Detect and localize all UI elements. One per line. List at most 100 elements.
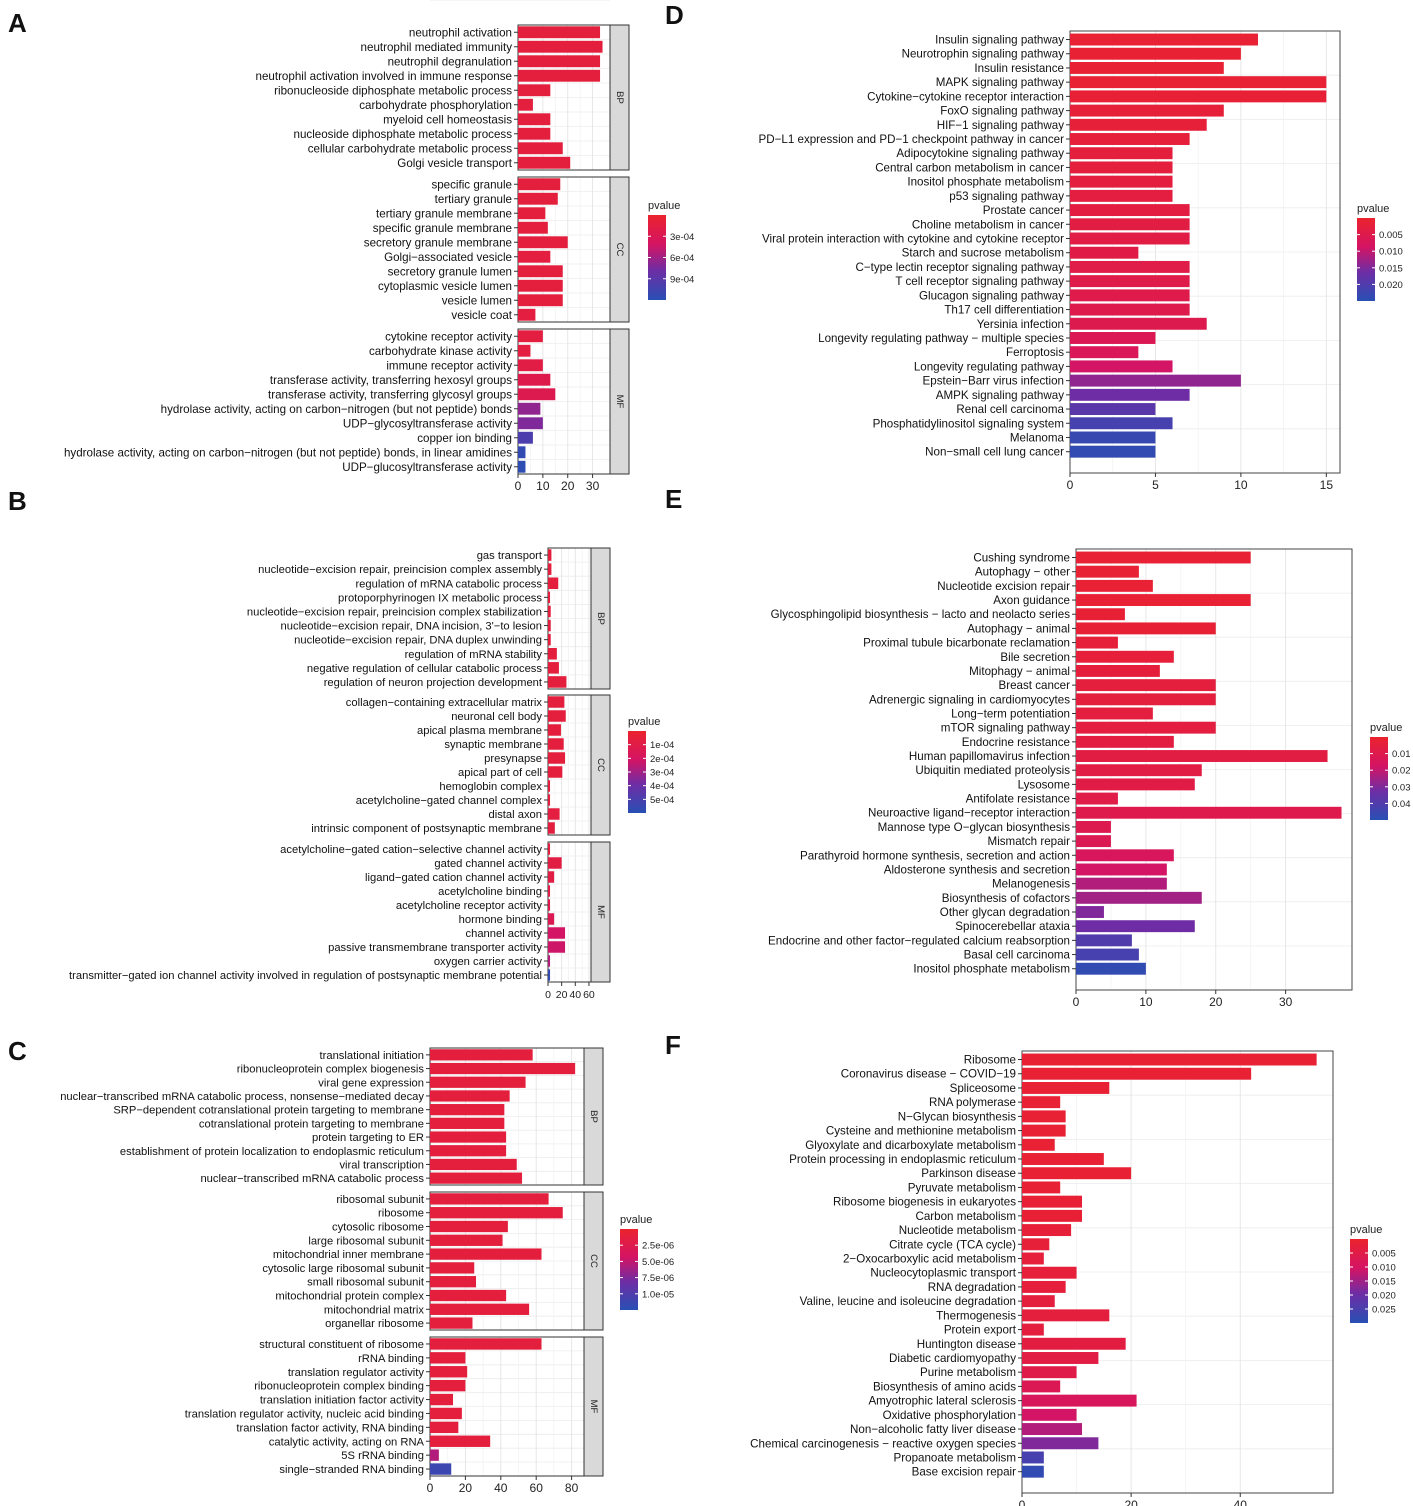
category-label-b: regulation of neuron projection developm… (324, 677, 543, 689)
bar-e (1076, 835, 1111, 848)
x-tick-label-c: 0 (427, 1481, 434, 1495)
facet-strip-label-c: CC (588, 1254, 599, 1268)
bar-c (430, 1172, 523, 1184)
category-label-c: cytosolic ribosome (332, 1222, 424, 1234)
category-label-e: Neuroactive ligand−receptor interaction (868, 807, 1070, 820)
category-label-a: vesicle lumen (442, 294, 512, 307)
category-label-c: viral gene expression (318, 1077, 424, 1089)
panel-letter-A: A (8, 8, 27, 38)
category-label-c: small ribosomal subunit (307, 1277, 425, 1289)
panel-letter-B: B (8, 486, 27, 516)
category-label-f: 2−Oxocarboxylic acid metabolism (843, 1252, 1016, 1265)
bar-a (518, 236, 568, 249)
category-label-e: Ubiquitin mediated proteolysis (915, 764, 1070, 777)
bar-f (1022, 1280, 1066, 1293)
bar-f (1022, 1295, 1055, 1308)
category-label-b: gas transport (477, 550, 543, 562)
bar-e (1076, 579, 1153, 592)
category-label-c: translation regulator activity, nucleic … (185, 1408, 424, 1420)
category-label-d: AMPK signaling pathway (936, 389, 1064, 402)
facet-strip-label-a: MF (614, 395, 625, 409)
bar-b (548, 577, 559, 590)
category-label-a: hydrolase activity, acting on carbon−nit… (64, 446, 512, 459)
bar-f (1022, 1451, 1044, 1464)
bar-a (518, 192, 558, 205)
category-label-b: apical part of cell (458, 767, 542, 779)
bar-c (430, 1062, 576, 1075)
panel-letter-F: F (665, 1030, 681, 1060)
bar-e (1076, 679, 1216, 692)
category-label-c: SRP−dependent cotranslational protein ta… (113, 1105, 424, 1117)
bar-a (518, 431, 533, 444)
category-label-a: neutrophil activation (409, 26, 512, 39)
legend-tick-label-e: 0.04 (1392, 799, 1411, 810)
bar-b (548, 724, 561, 736)
bar-f (1022, 1238, 1050, 1251)
category-label-c: nuclear−transcribed mRNA catabolic proce… (200, 1173, 424, 1185)
category-label-c: ribonucleoprotein complex binding (254, 1381, 424, 1393)
bar-e (1076, 650, 1174, 663)
category-label-d: Yersinia infection (977, 318, 1064, 331)
x-tick-label-a: 0 (515, 479, 522, 493)
category-label-a: myeloid cell homeostasis (383, 113, 512, 126)
bar-a (518, 344, 531, 357)
bar-f (1022, 1252, 1044, 1265)
bar-e (1076, 622, 1216, 635)
category-label-d: T cell receptor signaling pathway (895, 275, 1064, 288)
bar-f (1022, 1394, 1137, 1407)
bar-d (1070, 175, 1173, 188)
category-label-b: channel activity (466, 928, 543, 940)
bar-c (430, 1248, 542, 1260)
facet-strip-c (583, 1047, 604, 1186)
bar-d (1070, 260, 1190, 273)
bar-b (548, 766, 563, 778)
bar-c (430, 1379, 466, 1392)
category-label-a: Golgi vesicle transport (397, 157, 512, 170)
category-label-a: transferase activity, transferring hexos… (270, 374, 512, 387)
category-label-c: ribonucleoprotein complex biogenesis (237, 1064, 425, 1076)
category-label-b: nucleotide−excision repair, preincision … (247, 606, 542, 618)
category-label-b: collagen−containing extracellular matrix (346, 697, 543, 709)
bar-e (1076, 764, 1202, 777)
legend-tick-label-c: 7.5e-06 (642, 1273, 674, 1284)
category-label-f: Thermogenesis (936, 1309, 1016, 1322)
x-tick-label-c: 20 (459, 1481, 473, 1495)
bar-f (1022, 1337, 1126, 1350)
bar-b (548, 676, 567, 688)
bar-e (1076, 806, 1342, 819)
category-label-e: Glycosphingolipid biosynthesis − lacto a… (771, 608, 1071, 621)
category-label-b: presynapse (484, 753, 542, 765)
bar-e (1076, 877, 1167, 890)
bar-e (1076, 750, 1328, 762)
bar-a (518, 178, 561, 191)
bar-c (430, 1234, 503, 1246)
bar-c (430, 1317, 473, 1329)
category-label-e: Endocrine resistance (962, 736, 1070, 749)
bar-f (1022, 1366, 1077, 1379)
legend-tick-label-f: 0.025 (1372, 1305, 1396, 1316)
category-label-c: large ribosomal subunit (308, 1235, 425, 1247)
bar-b (548, 563, 552, 575)
legend-tick-label-c: 1.0e-05 (642, 1289, 674, 1300)
bar-a (518, 221, 548, 234)
bar-e (1076, 906, 1104, 918)
bar-a (518, 84, 551, 97)
category-label-b: acetylcholine binding (438, 886, 542, 898)
bar-c (430, 1193, 549, 1205)
legend-tick-label-c: 5.0e-06 (642, 1257, 674, 1268)
bar-f (1022, 1437, 1099, 1450)
category-label-b: synaptic membrane (444, 739, 542, 751)
bar-e (1076, 863, 1167, 876)
legend-tick-label-a: 9e-04 (670, 274, 694, 285)
bar-a (518, 26, 601, 39)
bar-a (518, 265, 563, 278)
bar-d (1070, 275, 1190, 288)
legend-tick-label-b: 1e-04 (650, 740, 674, 751)
bar-b (548, 591, 551, 604)
legend-tick-label-d: 0.010 (1379, 247, 1403, 258)
bar-c (430, 1421, 459, 1434)
bar-a (518, 359, 543, 372)
category-label-d: Epstein−Barr virus infection (923, 375, 1064, 388)
bar-b (548, 857, 562, 869)
legend-colorbar-f (1350, 1239, 1368, 1323)
